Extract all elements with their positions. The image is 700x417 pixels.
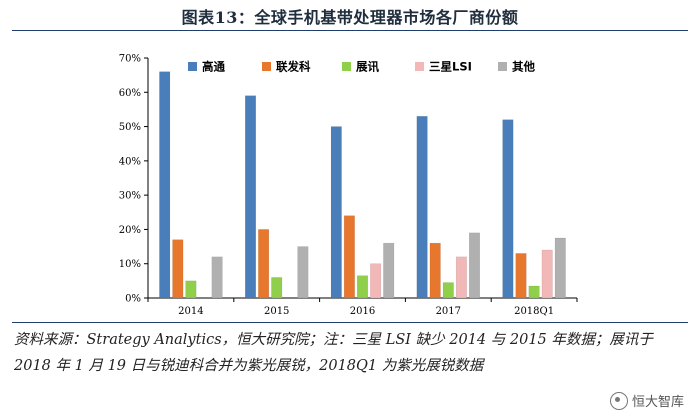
bar-2014-高通 — [159, 71, 171, 299]
wechat-logo-icon — [609, 391, 628, 410]
watermark: 恒大智库 — [605, 390, 688, 411]
y-tick-label: 10% — [119, 259, 141, 270]
bar-2017-联发科 — [429, 242, 441, 299]
bar-2014-联发科 — [172, 239, 184, 299]
y-tick-label: 40% — [119, 156, 141, 167]
legend-swatch-高通 — [188, 62, 197, 71]
title-divider — [12, 30, 688, 31]
x-tick-label: 2018Q1 — [514, 306, 554, 317]
bar-2018Q1-联发科 — [515, 253, 527, 299]
y-tick-label: 60% — [119, 88, 141, 99]
bar-2017-其他 — [469, 232, 480, 299]
x-tick-label: 2017 — [436, 306, 461, 317]
x-tick-label: 2016 — [350, 306, 375, 317]
bar-2016-其他 — [383, 242, 395, 299]
y-tick-label: 50% — [119, 122, 141, 133]
bar-2015-联发科 — [258, 229, 270, 299]
bar-2018Q1-高通 — [502, 119, 514, 299]
bar-2016-联发科 — [343, 215, 355, 299]
bar-2016-展讯 — [357, 275, 368, 299]
bar-2018Q1-三星LSI — [541, 249, 553, 299]
y-tick-label: 20% — [119, 225, 141, 236]
bar-2016-三星LSI — [370, 263, 382, 299]
footnote-divider — [12, 322, 688, 323]
bar-2017-高通 — [416, 116, 428, 299]
source-footnote: 资料来源：Strategy Analytics，恒大研究院；注：三星 LSI 缺… — [14, 332, 653, 374]
legend-label-高通: 高通 — [202, 60, 225, 74]
bar-2018Q1-展讯 — [528, 285, 540, 299]
chart-legend: 高通 联发科 展讯 三星LSI 其他 — [188, 60, 535, 74]
bar-2015-其他 — [297, 246, 309, 299]
bar-2015-展讯 — [271, 277, 283, 299]
legend-label-其他: 其他 — [512, 60, 535, 74]
chart-title: 图表13：全球手机基带处理器市场各厂商份额 — [181, 8, 519, 27]
legend-swatch-其他 — [498, 62, 507, 71]
legend-label-展讯: 展讯 — [355, 60, 379, 74]
bar-2016-高通 — [330, 126, 342, 299]
y-tick-label: 0% — [125, 294, 141, 305]
x-tick-label: 2015 — [264, 306, 289, 317]
y-tick-label: 30% — [119, 191, 141, 202]
bar-2017-展讯 — [442, 282, 454, 299]
bar-2018Q1-其他 — [554, 237, 566, 299]
chart-bars — [159, 71, 566, 299]
legend-swatch-展讯 — [342, 62, 351, 71]
watermark-text: 恒大智库 — [631, 395, 684, 410]
legend-swatch-三星LSI — [415, 62, 424, 71]
legend-label-联发科: 联发科 — [276, 60, 311, 74]
bar-2014-其他 — [211, 256, 223, 299]
x-tick-label: 2014 — [178, 306, 203, 317]
legend-label-三星LSI: 三星LSI — [429, 60, 472, 74]
bar-2017-三星LSI — [455, 256, 467, 299]
bar-2014-展讯 — [185, 280, 197, 299]
bar-chart: 0% 10% 20% 30% 40% 50% 60% 70% 2014 2015 2016 2017 2… — [119, 54, 578, 317]
bar-2015-高通 — [245, 95, 256, 299]
legend-swatch-联发科 — [262, 62, 271, 71]
y-tick-label: 70% — [119, 54, 141, 65]
